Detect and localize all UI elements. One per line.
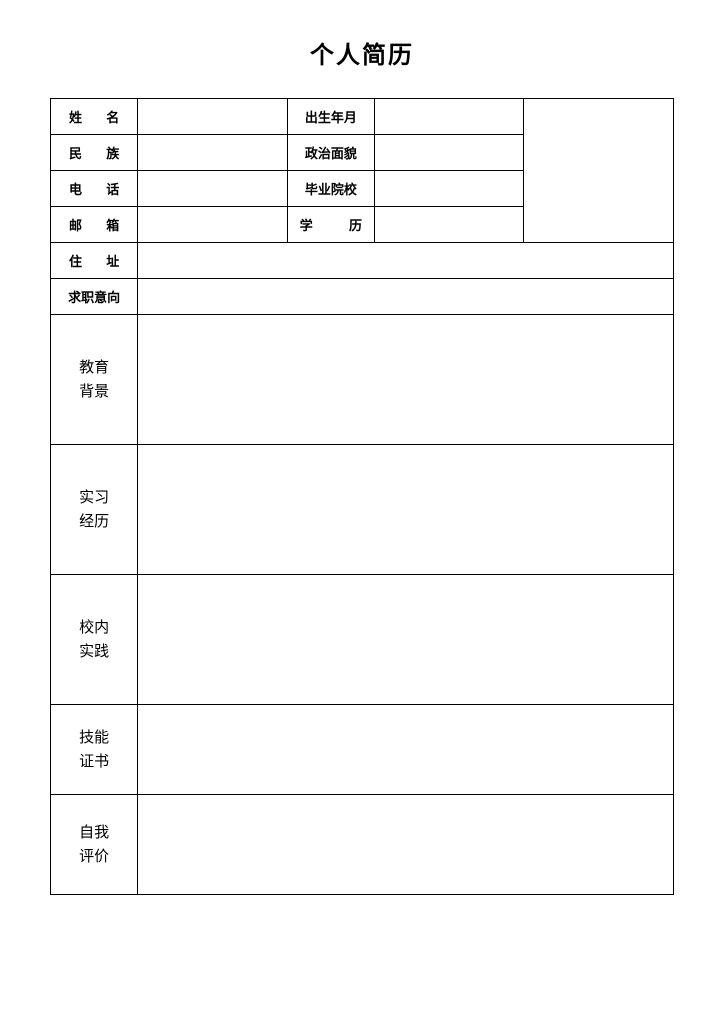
- label-name: 姓名: [51, 99, 138, 135]
- label-political: 政治面貌: [287, 135, 374, 171]
- label-internship: 实习经历: [51, 445, 138, 575]
- value-birth: [374, 99, 524, 135]
- label-address: 住址: [51, 243, 138, 279]
- value-education: [138, 315, 674, 445]
- value-skills: [138, 705, 674, 795]
- label-practice: 校内实践: [51, 575, 138, 705]
- photo-cell: [524, 99, 674, 243]
- resume-table: 姓名 出生年月 民族 政治面貌 电话 毕业院校 邮箱 学历 住址 求职意向 教育…: [50, 98, 674, 895]
- label-ethnicity: 民族: [51, 135, 138, 171]
- row-skills: 技能证书: [51, 705, 674, 795]
- value-address: [138, 243, 674, 279]
- value-email: [138, 207, 288, 243]
- row-internship: 实习经历: [51, 445, 674, 575]
- value-internship: [138, 445, 674, 575]
- value-practice: [138, 575, 674, 705]
- label-skills: 技能证书: [51, 705, 138, 795]
- value-phone: [138, 171, 288, 207]
- label-education: 教育背景: [51, 315, 138, 445]
- label-self-eval: 自我评价: [51, 795, 138, 895]
- value-political: [374, 135, 524, 171]
- value-degree: [374, 207, 524, 243]
- value-ethnicity: [138, 135, 288, 171]
- label-intention: 求职意向: [51, 279, 138, 315]
- document-title: 个人简历: [50, 35, 674, 70]
- row-education: 教育背景: [51, 315, 674, 445]
- row-intention: 求职意向: [51, 279, 674, 315]
- label-school: 毕业院校: [287, 171, 374, 207]
- row-practice: 校内实践: [51, 575, 674, 705]
- label-email: 邮箱: [51, 207, 138, 243]
- value-self-eval: [138, 795, 674, 895]
- value-name: [138, 99, 288, 135]
- value-intention: [138, 279, 674, 315]
- label-phone: 电话: [51, 171, 138, 207]
- value-school: [374, 171, 524, 207]
- label-birth: 出生年月: [287, 99, 374, 135]
- row-address: 住址: [51, 243, 674, 279]
- row-self-eval: 自我评价: [51, 795, 674, 895]
- label-degree: 学历: [287, 207, 374, 243]
- row-name-birth: 姓名 出生年月: [51, 99, 674, 135]
